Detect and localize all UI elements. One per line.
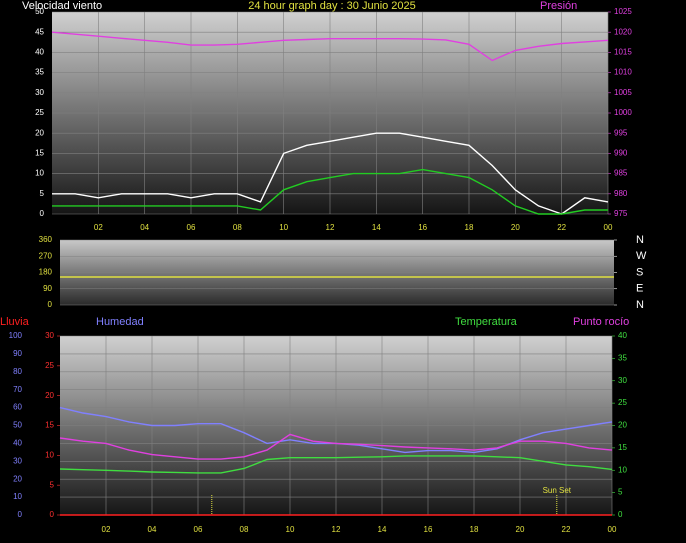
x-tick-label: 20 (516, 525, 525, 534)
y2-tick-label: 0 (618, 510, 623, 519)
y-tick-label: 100 (9, 331, 23, 340)
x-tick-label: 12 (326, 223, 335, 232)
y3-tick-label: 20 (45, 391, 54, 400)
annotation: Sun Set (543, 486, 572, 495)
x-tick-label: 00 (608, 525, 617, 534)
y-tick-label: 80 (13, 367, 22, 376)
x-tick-label: 02 (102, 525, 111, 534)
y2-tick-label: N (636, 234, 644, 246)
y-tick-label: 0 (18, 510, 23, 519)
series-line (52, 168, 608, 215)
y3-tick-label: 5 (50, 480, 55, 489)
y2-tick-label: 980 (614, 189, 628, 198)
x-tick-label: 06 (187, 223, 196, 232)
y2-axis-label: Presión (540, 0, 577, 12)
y2-tick-label: 985 (614, 169, 628, 178)
y2-tick-label: 5 (618, 488, 623, 497)
y2-tick-label: 1015 (614, 48, 632, 57)
x-tick-label: 08 (233, 223, 242, 232)
x-tick-label: 18 (465, 223, 474, 232)
y2-tick-label: 990 (614, 149, 628, 158)
y-tick-label: 0 (40, 209, 45, 218)
x-tick-label: 14 (372, 223, 381, 232)
y-tick-label: 15 (35, 149, 44, 158)
y-axis-label: Velocidad viento (22, 0, 102, 12)
y-tick-label: 90 (43, 284, 52, 293)
chart-title: 24 hour graph day : 30 Junio 2025 (248, 0, 416, 12)
series-label: Humedad (96, 316, 144, 328)
y2-tick-label: 1000 (614, 108, 632, 117)
y2-tick-label: 1005 (614, 88, 632, 97)
y-tick-label: 360 (39, 235, 53, 244)
y-tick-label: 30 (35, 88, 44, 97)
x-tick-label: 10 (279, 223, 288, 232)
x-tick-label: 12 (332, 525, 341, 534)
y3-tick-label: 0 (50, 510, 55, 519)
series-label: Punto rocío (573, 316, 629, 328)
y2-tick-label: 20 (618, 421, 627, 430)
y2-tick-label: 30 (618, 376, 627, 385)
series-label: Temperatura (455, 316, 518, 328)
x-tick-label: 20 (511, 223, 520, 232)
y-tick-label: 40 (35, 48, 44, 57)
y-tick-label: 40 (13, 439, 22, 448)
y2-tick-label: W (636, 250, 647, 262)
y-tick-label: 50 (13, 421, 22, 430)
series-line (51, 31, 609, 62)
series-line (52, 132, 609, 215)
x-tick-label: 10 (286, 525, 295, 534)
y2-tick-label: 1025 (614, 7, 632, 16)
y2-tick-label: 25 (618, 398, 627, 407)
x-tick-label: 18 (470, 525, 479, 534)
y2-tick-label: 975 (614, 209, 628, 218)
x-tick-label: 22 (557, 223, 566, 232)
y2-tick-label: 15 (618, 443, 627, 452)
y-tick-label: 50 (35, 7, 44, 16)
y2-tick-label: N (636, 299, 644, 311)
x-tick-label: 06 (194, 525, 203, 534)
y-tick-label: 10 (13, 492, 22, 501)
x-tick-label: 02 (94, 223, 103, 232)
y-tick-label: 35 (35, 68, 44, 77)
y2-tick-label: 35 (618, 353, 627, 362)
x-tick-label: 00 (604, 223, 613, 232)
x-tick-label: 14 (378, 525, 387, 534)
y-tick-label: 0 (48, 300, 53, 309)
x-tick-label: 04 (140, 223, 149, 232)
y-tick-label: 20 (35, 128, 44, 137)
y3-tick-label: 15 (45, 421, 54, 430)
x-tick-label: 22 (562, 525, 571, 534)
y-tick-label: 10 (35, 169, 44, 178)
y-tick-label: 70 (13, 385, 22, 394)
y2-tick-label: 40 (618, 331, 627, 340)
y2-tick-label: S (636, 266, 643, 278)
y-tick-label: 5 (40, 189, 45, 198)
y-tick-label: 25 (35, 108, 44, 117)
y-tick-label: 270 (39, 251, 53, 260)
y2-tick-label: E (636, 283, 643, 295)
y-tick-label: 90 (13, 349, 22, 358)
x-tick-label: 16 (418, 223, 427, 232)
series-line (59, 433, 613, 460)
series-line (59, 455, 613, 474)
y-tick-label: 180 (39, 268, 53, 277)
y3-tick-label: 25 (45, 361, 54, 370)
y-tick-label: 30 (13, 456, 22, 465)
series-label: Lluvia (0, 316, 30, 328)
y2-tick-label: 10 (618, 465, 627, 474)
y2-tick-label: 1020 (614, 27, 632, 36)
x-tick-label: 04 (148, 525, 157, 534)
y2-tick-label: 1010 (614, 68, 632, 77)
y-tick-label: 20 (13, 474, 22, 483)
y3-tick-label: 10 (45, 450, 54, 459)
x-tick-label: 16 (424, 525, 433, 534)
x-tick-label: 08 (240, 525, 249, 534)
y-tick-label: 60 (13, 403, 22, 412)
y-tick-label: 45 (35, 27, 44, 36)
y2-tick-label: 995 (614, 128, 628, 137)
y3-tick-label: 30 (45, 331, 54, 340)
